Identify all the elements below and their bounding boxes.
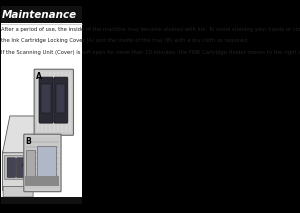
- Bar: [1, 6, 82, 204]
- Text: After a period of use, the inside of the machine may become stained with ink. To: After a period of use, the inside of the…: [1, 27, 300, 32]
- FancyBboxPatch shape: [16, 158, 25, 177]
- FancyBboxPatch shape: [39, 77, 53, 123]
- FancyBboxPatch shape: [34, 69, 74, 135]
- Polygon shape: [26, 176, 59, 186]
- Text: B: B: [26, 137, 31, 146]
- Text: the Ink Cartridge Locking Cover (A) and the inside of the tray (B) with a dry cl: the Ink Cartridge Locking Cover (A) and …: [1, 38, 249, 43]
- Bar: [26, 150, 35, 182]
- Bar: [41, 84, 51, 113]
- FancyBboxPatch shape: [24, 134, 61, 192]
- Bar: [1, 6, 82, 23]
- Polygon shape: [2, 151, 35, 190]
- FancyBboxPatch shape: [54, 77, 68, 123]
- FancyBboxPatch shape: [7, 158, 16, 177]
- Bar: [37, 146, 56, 184]
- Bar: [1, 197, 82, 204]
- Bar: [36, 72, 72, 132]
- Bar: [4, 155, 33, 179]
- Bar: [56, 84, 65, 113]
- Text: Maintenance: Maintenance: [2, 10, 77, 20]
- Polygon shape: [3, 116, 42, 153]
- Text: If the Scanning Unit (Cover) is left open for more than 10 minutes, the FINE Car: If the Scanning Unit (Cover) is left ope…: [1, 50, 300, 55]
- Bar: [26, 137, 59, 189]
- Text: A: A: [36, 72, 42, 81]
- FancyBboxPatch shape: [3, 186, 33, 197]
